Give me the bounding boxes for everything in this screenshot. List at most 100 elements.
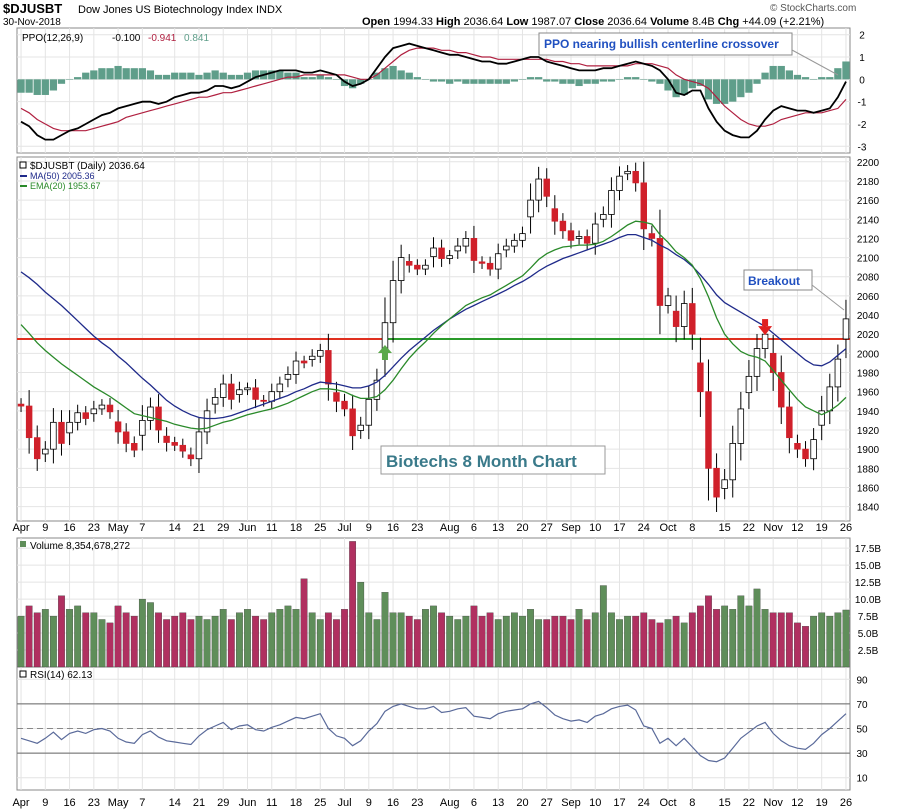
x-tick-label-bottom: Jul (338, 797, 352, 809)
volume-bar (616, 619, 623, 668)
volume-bar (66, 609, 73, 668)
candle-up (462, 238, 470, 247)
x-tick-label-top: 16 (63, 522, 75, 534)
candle-up (139, 420, 146, 436)
ppo-histogram-bar (49, 79, 58, 91)
x-tick-label-top: 24 (638, 522, 650, 534)
volume-bar (527, 609, 534, 668)
volume-bar (599, 585, 607, 668)
rsi-tick-label: 70 (856, 700, 868, 711)
index-name: Dow Jones US Biotechnology Index (78, 4, 253, 16)
volume-bar (680, 622, 688, 668)
x-tick-label-bottom: 9 (366, 797, 372, 809)
title-box (380, 445, 606, 475)
candle-up (50, 421, 57, 450)
volume-bar (713, 609, 720, 668)
ppo-histogram-bar (526, 77, 535, 80)
ppo-histogram-bar (446, 79, 454, 84)
volume-bar (381, 592, 389, 668)
price-tick-label: 1840 (857, 503, 880, 514)
ppo-note-box (538, 32, 793, 56)
volume-bar (494, 619, 502, 668)
x-tick-label-top: 14 (169, 522, 181, 534)
volume-bar (82, 612, 90, 668)
candle-down (486, 262, 494, 270)
price-tick-label: 2160 (857, 196, 880, 207)
x-tick-label-top: 25 (314, 522, 326, 534)
ppo-histogram-bar (195, 74, 203, 80)
ppo-histogram-bar (405, 72, 413, 80)
close-value: 2036.64 (607, 16, 648, 28)
volume-bar (422, 609, 429, 668)
volume-bar (624, 615, 631, 668)
candle-up (308, 355, 316, 360)
ma50-legend: MA(50) 2005.36 (30, 171, 95, 181)
ppo-histogram-bar (672, 79, 680, 98)
ppo-histogram-bar (429, 79, 438, 82)
breakout-box (743, 269, 813, 291)
close-label: Close (574, 16, 605, 28)
ppo-histogram-bar (154, 74, 163, 80)
volume-bar (470, 605, 478, 668)
x-tick-label-bottom: 10 (589, 797, 601, 809)
volume-label: Volume (650, 16, 690, 28)
candle-up (494, 253, 502, 270)
ppo-histogram-bar (308, 77, 316, 80)
price-tick-label: 1900 (857, 445, 880, 456)
rsi-line (20, 700, 847, 763)
candle-down (131, 443, 138, 451)
ppo-histogram-bar (761, 72, 769, 80)
volume-bar (276, 609, 284, 668)
volume-bar (236, 612, 243, 668)
x-tick-label-top: 20 (516, 522, 528, 534)
volume-bar (147, 602, 154, 668)
volume-bar (583, 619, 591, 668)
volume-bar (745, 605, 753, 668)
candle-down (414, 264, 421, 270)
volume-bar (753, 588, 761, 668)
price-tick-label: 2040 (857, 311, 880, 322)
x-tick-label-bottom: 25 (314, 797, 326, 809)
price-tick-label: 2200 (857, 158, 880, 169)
volume-bar (608, 612, 615, 668)
candle-up (616, 175, 623, 191)
volume-bar (818, 612, 826, 668)
ppo-histogram-bar (737, 79, 745, 98)
ppo-histogram-bar (300, 77, 308, 80)
candle-up (397, 257, 405, 281)
candle-down (648, 233, 656, 239)
volume-bar (90, 612, 98, 668)
volume-bar (179, 612, 187, 668)
ppo-histogram-bar (65, 79, 74, 80)
x-tick-label-bottom: 13 (492, 797, 504, 809)
x-tick-label-bottom: Jun (239, 797, 257, 809)
x-tick-label-top: 6 (471, 522, 477, 534)
price-tick-label: 1860 (857, 483, 880, 494)
candle-down (114, 421, 122, 433)
candle-down (163, 435, 170, 443)
volume-bar (826, 615, 834, 668)
x-tick-label-top: 9 (366, 522, 372, 534)
x-tick-label-bottom: 12 (791, 797, 803, 809)
candle-up (244, 387, 251, 391)
volume-bar (227, 619, 235, 668)
price-tick-label: 2100 (857, 254, 880, 265)
red-down-arrow (758, 326, 773, 336)
price-tick-label: 2120 (857, 234, 880, 245)
ppo-histogram-bar (640, 79, 648, 80)
candle-up (430, 247, 437, 258)
volume-legend-swatch (20, 541, 26, 547)
x-tick-label-top: 8 (689, 522, 695, 534)
ppo-histogram-bar (801, 77, 810, 80)
rsi-tick-label: 90 (856, 675, 868, 686)
ppo-histogram-bar (162, 74, 171, 80)
candle-down (713, 467, 720, 498)
low-label: Low (506, 16, 529, 28)
ppo-legend-name: PPO(12,26,9) (22, 33, 83, 44)
candle-up (761, 333, 769, 349)
x-tick-label-top: May (108, 522, 129, 534)
x-tick-label-top: 10 (589, 522, 601, 534)
volume-bar (430, 605, 437, 668)
volume-bar (292, 609, 300, 668)
